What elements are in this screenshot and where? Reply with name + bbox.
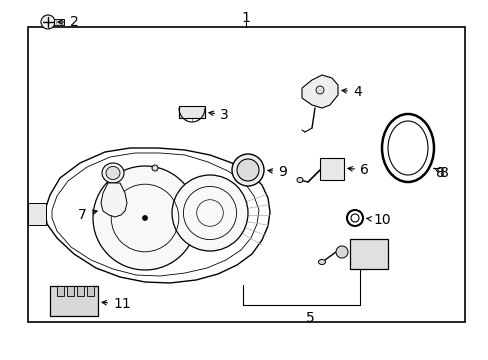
Ellipse shape — [231, 154, 264, 186]
Ellipse shape — [346, 210, 362, 226]
Bar — [67, 286, 74, 296]
Text: 4: 4 — [341, 85, 361, 99]
Bar — [50, 286, 98, 316]
Ellipse shape — [296, 177, 303, 183]
Text: 5: 5 — [305, 311, 314, 325]
Text: 10: 10 — [366, 213, 390, 227]
Bar — [77, 286, 84, 296]
Bar — [349, 239, 387, 269]
Text: 8: 8 — [435, 166, 444, 180]
Ellipse shape — [93, 166, 197, 270]
Ellipse shape — [350, 214, 358, 222]
Ellipse shape — [381, 114, 433, 182]
Ellipse shape — [142, 216, 147, 220]
Text: 6: 6 — [347, 163, 368, 177]
Text: 7: 7 — [78, 208, 97, 222]
Ellipse shape — [315, 86, 324, 94]
Ellipse shape — [387, 121, 427, 175]
Text: 8: 8 — [434, 166, 448, 180]
Ellipse shape — [172, 175, 247, 251]
Text: 1: 1 — [241, 11, 250, 25]
Bar — [28, 203, 46, 225]
Ellipse shape — [102, 163, 124, 183]
Bar — [57, 286, 64, 296]
Bar — [28, 27, 464, 322]
Text: 11: 11 — [102, 297, 130, 311]
Polygon shape — [45, 148, 269, 283]
Ellipse shape — [152, 165, 158, 171]
Bar — [179, 106, 204, 118]
Text: 9: 9 — [267, 165, 286, 179]
Bar — [87, 286, 94, 296]
Polygon shape — [101, 183, 127, 217]
Ellipse shape — [237, 159, 259, 181]
Ellipse shape — [106, 166, 120, 180]
Ellipse shape — [318, 260, 325, 265]
Ellipse shape — [335, 246, 347, 258]
Text: 3: 3 — [208, 108, 228, 122]
Bar — [54, 19, 64, 25]
Polygon shape — [302, 75, 337, 108]
Bar — [319, 158, 343, 180]
Ellipse shape — [41, 15, 55, 29]
Text: 2: 2 — [58, 15, 79, 29]
